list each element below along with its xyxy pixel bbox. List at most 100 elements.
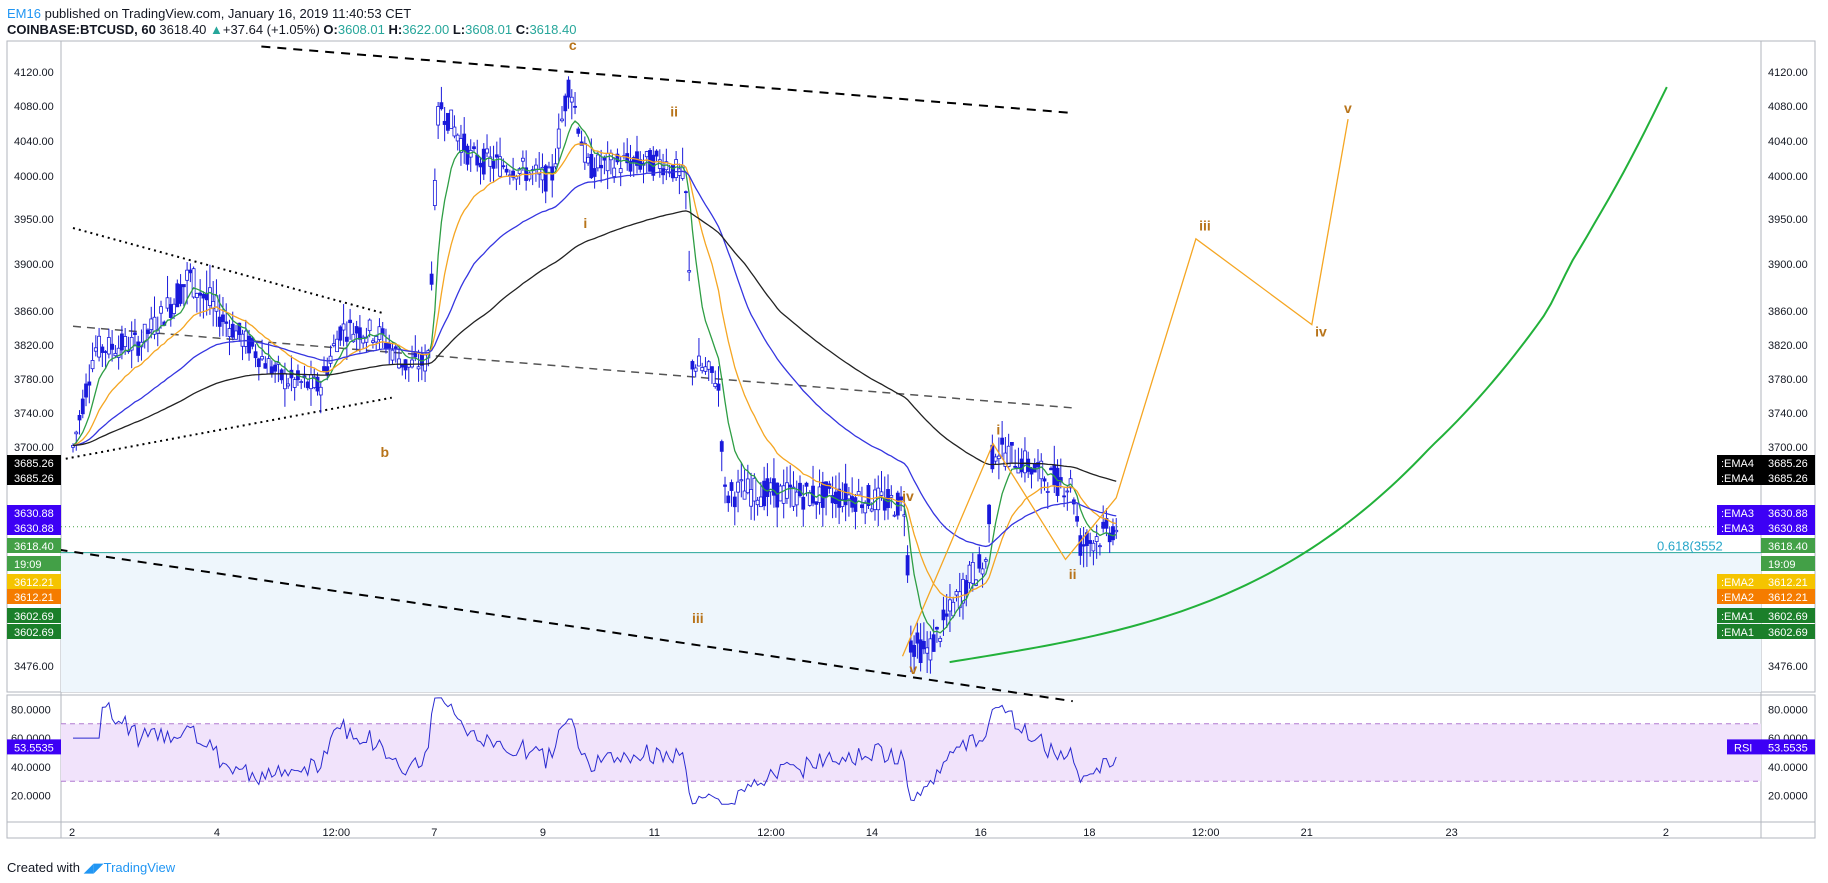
price-tick-label-left: 4080.00 xyxy=(14,101,54,113)
price-badge-right-text: 3612.21 xyxy=(1768,577,1808,589)
candle-body xyxy=(820,481,825,508)
candle-body xyxy=(693,367,698,372)
price-badge-right-text: 3602.69 xyxy=(1768,611,1808,623)
candle-body xyxy=(478,162,483,168)
candle-body xyxy=(1013,465,1018,468)
tradingview-brand[interactable]: TradingView xyxy=(103,860,176,875)
candle-body xyxy=(987,504,991,525)
change-arrow: ▲ xyxy=(210,22,223,37)
price-badge-left xyxy=(7,505,61,520)
candle-body xyxy=(234,330,238,340)
candle-body xyxy=(644,151,649,158)
candle-body xyxy=(804,482,809,487)
candle-body xyxy=(1111,526,1115,541)
candle-body xyxy=(221,314,225,322)
candle-body xyxy=(80,398,85,415)
candle-body xyxy=(149,318,154,330)
candle-body xyxy=(755,499,760,506)
candle-body xyxy=(935,626,939,630)
candle-body xyxy=(785,482,789,499)
candle-body xyxy=(201,293,206,299)
open-label: O: xyxy=(323,22,338,37)
candle-body xyxy=(690,361,695,370)
candle-body xyxy=(742,490,747,500)
candle-body xyxy=(120,333,124,351)
price-tick-label-left: 4120.00 xyxy=(14,67,54,79)
elliott-wave-label: v xyxy=(1344,100,1352,116)
candle-body xyxy=(807,492,812,506)
candle-body xyxy=(436,106,441,126)
candle-body xyxy=(1026,458,1031,472)
candle-body xyxy=(299,381,304,383)
footer: Created with ◢◤TradingView xyxy=(7,860,175,876)
candle-body xyxy=(1098,545,1102,548)
candle-body xyxy=(387,342,392,349)
candle-body xyxy=(726,495,731,504)
price-badge-right-text: 3630.88 xyxy=(1768,508,1808,520)
rsi-pane-frame xyxy=(6,694,1816,839)
candle-body xyxy=(318,386,323,396)
price-change: +37.64 (+1.05%) xyxy=(222,22,320,37)
triangle-upper-line xyxy=(72,227,385,315)
candle-body xyxy=(322,366,326,373)
price-tick-label-left: 3950.00 xyxy=(14,214,54,226)
price-badge-right-label: :EMA1 xyxy=(1721,627,1754,639)
candle-body xyxy=(260,356,264,360)
rsi-tick-label-left: 80.0000 xyxy=(11,704,51,716)
price-tick-label-right: 3700.00 xyxy=(1768,442,1808,454)
tradingview-logo-icon[interactable]: ◢◤ xyxy=(83,860,104,875)
candle-body xyxy=(136,341,141,356)
author-link[interactable]: EM16 xyxy=(7,6,41,21)
candle-body xyxy=(912,644,917,657)
price-badge-left-text: 3630.88 xyxy=(14,523,54,535)
price-badge-right-text: 3685.26 xyxy=(1768,458,1808,470)
candle-body xyxy=(869,508,874,512)
price-badge-left-text: 3685.26 xyxy=(14,458,54,470)
candle-body xyxy=(243,330,248,347)
candle-body xyxy=(97,335,101,358)
candle-body xyxy=(700,367,705,372)
candle-body xyxy=(520,157,525,162)
candle-body xyxy=(902,514,907,517)
candle-body xyxy=(367,319,372,332)
candle-body xyxy=(133,332,137,335)
price-badge-left-text: 3630.88 xyxy=(14,508,54,520)
candle-body xyxy=(710,366,714,373)
candle-body xyxy=(208,287,212,307)
candle-body xyxy=(152,316,157,335)
candle-body xyxy=(612,167,617,177)
price-badge-right xyxy=(1717,470,1815,485)
price-badge-right xyxy=(1717,574,1815,589)
high-label: H: xyxy=(388,22,403,37)
candle-body xyxy=(175,283,180,308)
candle-body xyxy=(491,160,496,169)
candle-body xyxy=(517,168,522,174)
price-badge-right xyxy=(1761,556,1815,571)
price-badge-right xyxy=(1717,455,1815,470)
candle-body xyxy=(749,489,753,507)
channel-lower-line xyxy=(58,548,1073,703)
candle-body xyxy=(116,347,121,358)
rsi-badge-right-label: RSI xyxy=(1734,742,1752,754)
close-label: C: xyxy=(515,22,530,37)
candle-body xyxy=(1019,458,1024,473)
candle-body xyxy=(879,491,884,496)
candle-body xyxy=(758,496,763,508)
candle-body xyxy=(217,316,222,327)
symbol-name[interactable]: COINBASE:BTCUSD, 60 xyxy=(7,22,156,37)
publish-text: published on TradingView.com, January 16… xyxy=(44,6,412,21)
candle-body xyxy=(941,609,946,621)
candle-body xyxy=(1058,477,1063,483)
elliott-wave-label: i xyxy=(583,215,587,231)
price-badge-left xyxy=(7,470,61,485)
candle-body xyxy=(74,431,79,435)
elliott-wave-label: iv xyxy=(1315,324,1327,340)
candle-body xyxy=(1055,467,1060,496)
price-badge-right xyxy=(1761,538,1815,553)
candle-body xyxy=(432,180,437,206)
price-tick-label-left: 4000.00 xyxy=(14,171,54,183)
candle-body xyxy=(863,503,868,514)
candle-body xyxy=(775,482,780,508)
candle-body xyxy=(84,383,88,398)
